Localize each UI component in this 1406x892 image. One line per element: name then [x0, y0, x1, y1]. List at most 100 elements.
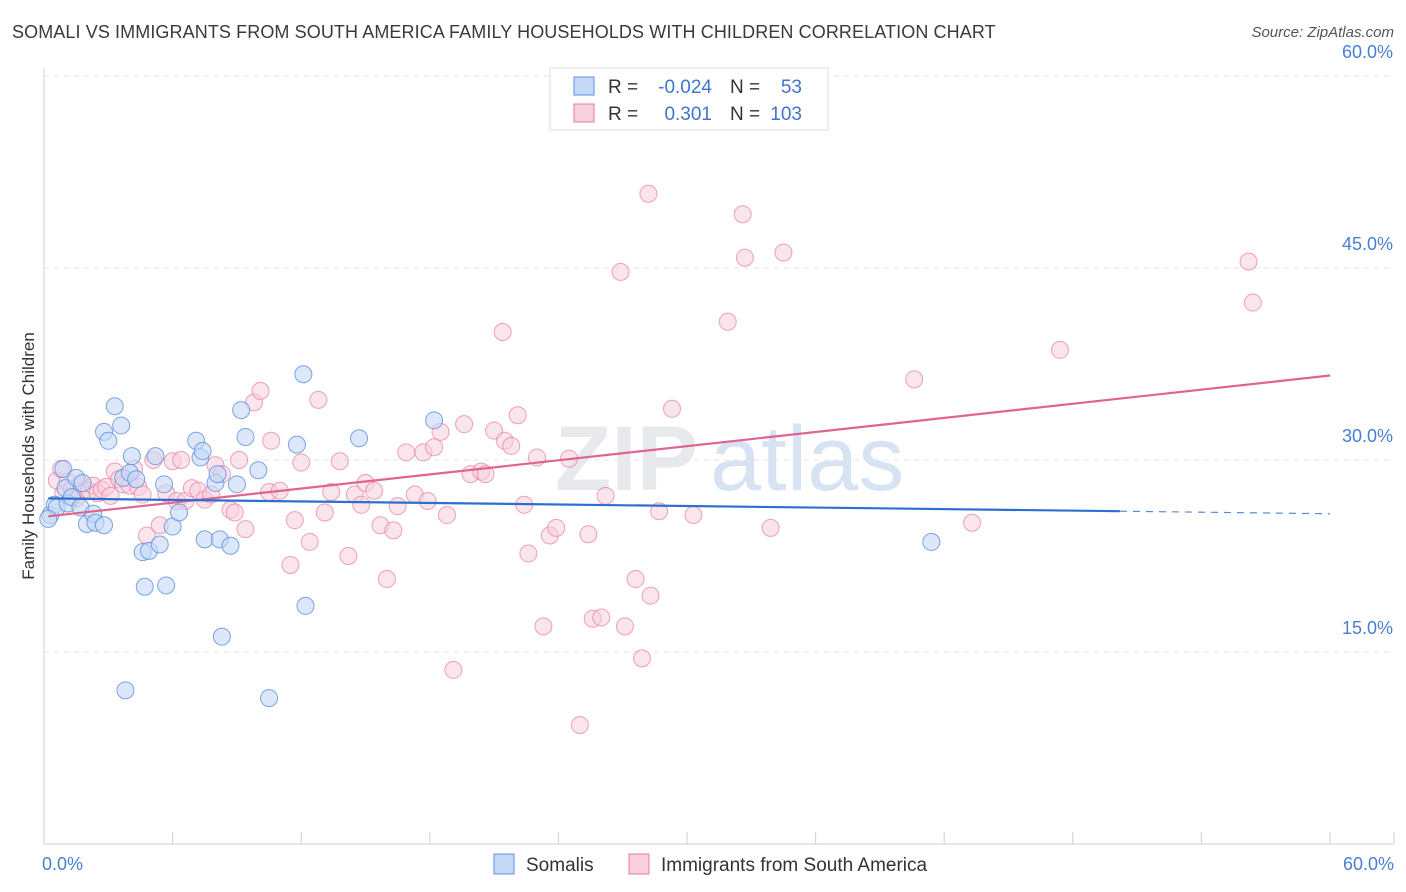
immigrants-point [322, 483, 341, 501]
immigrants-point [493, 323, 512, 341]
y-tick-label: 15.0% [1342, 618, 1393, 638]
immigrants-point [444, 660, 463, 679]
immigrants-point [455, 415, 474, 434]
immigrants-point [615, 617, 634, 636]
immigrants-point [281, 555, 300, 574]
stats-somali-n-label: N = [730, 77, 760, 98]
gridlines [44, 75, 1394, 653]
somali-point [350, 429, 369, 448]
immigrants-point [425, 438, 444, 457]
immigrants-point [365, 481, 384, 500]
stats-immigrants-swatch [573, 103, 595, 123]
y-axis-label: Family Households with Children [19, 332, 38, 580]
y-tick-label: 30.0% [1342, 426, 1393, 446]
immigrants-point [225, 503, 244, 522]
somali-point [150, 535, 169, 554]
immigrants-point [718, 312, 737, 331]
immigrants-point [309, 390, 328, 409]
immigrants-point [662, 399, 681, 418]
immigrants-point [611, 262, 630, 281]
somali-point [112, 416, 131, 435]
legend-immigrants-label: Immigrants from South America [661, 855, 928, 876]
somali-point [195, 530, 214, 549]
trend-lines [48, 374, 1331, 518]
stats-somali-r-label: R = [608, 77, 638, 98]
immigrants-point [639, 184, 658, 203]
somali-point [425, 411, 444, 430]
somali-point [287, 435, 306, 454]
somali-point [236, 427, 255, 446]
immigrants-point [251, 381, 270, 400]
somali-point [212, 627, 231, 646]
somali-point [193, 442, 212, 461]
immigrants-point [1243, 293, 1262, 312]
series-somali-points [39, 365, 941, 708]
somali-point [73, 474, 92, 493]
somali-point [105, 397, 124, 416]
immigrants-point [352, 495, 371, 514]
immigrants-point [735, 248, 754, 267]
somali-point [99, 431, 118, 450]
immigrants-point [534, 617, 553, 636]
immigrants-point [285, 511, 304, 530]
legend-somali-label: Somalis [526, 855, 594, 876]
immigrants-point [315, 503, 334, 522]
immigrants-point [1050, 340, 1069, 359]
immigrants-point [650, 502, 669, 521]
immigrants-point [397, 443, 416, 462]
immigrants-point [570, 715, 589, 734]
somali-point [95, 516, 114, 535]
somali-point [232, 401, 251, 420]
immigrants-point [330, 452, 349, 471]
somali-point [221, 536, 240, 555]
immigrants-point [300, 532, 319, 551]
immigrants-point [761, 518, 780, 537]
immigrants-point [339, 547, 358, 565]
immigrants-point [384, 521, 403, 540]
x-axis-ticks [43, 832, 1395, 844]
somali-point [208, 465, 227, 484]
y-axis-tick-labels: 15.0% 30.0% 45.0% 60.0% [1342, 42, 1393, 638]
immigrants-point [592, 608, 611, 627]
immigrants-point [172, 451, 191, 469]
somali-point [39, 509, 58, 528]
immigrants-point [519, 544, 538, 563]
immigrants-point [684, 506, 703, 525]
stats-immigrants-r-label: R = [608, 104, 638, 125]
series-immigrants-points [47, 184, 1262, 734]
somali-point [155, 475, 174, 494]
somali-point [294, 365, 313, 384]
somali-point [54, 459, 73, 478]
source-label: Source: ZipAtlas.com [1251, 24, 1394, 41]
somali-point [127, 470, 146, 489]
immigrants-point [437, 506, 456, 525]
somali-point [922, 532, 941, 551]
immigrants-point [508, 406, 527, 425]
somali-point [296, 596, 315, 615]
immigrants-point [641, 586, 660, 605]
immigrants-point [547, 518, 566, 537]
somali-trend-line [48, 497, 1120, 513]
stats-immigrants-n-label: N = [730, 104, 760, 125]
stats-somali-swatch [573, 76, 595, 96]
somali-point [146, 447, 165, 466]
immigrants-point [905, 370, 924, 389]
immigrants-point [236, 520, 255, 539]
immigrants-point [230, 451, 249, 469]
chart-title: SOMALI VS IMMIGRANTS FROM SOUTH AMERICA … [12, 22, 996, 42]
stats-somali-n-value: 53 [781, 77, 802, 98]
stats-immigrants-n-value: 103 [770, 104, 802, 125]
immigrants-point [626, 570, 645, 589]
stats-immigrants-r-value: 0.301 [664, 104, 712, 125]
x-tick-label-min: 0.0% [42, 854, 83, 874]
y-tick-label: 45.0% [1342, 234, 1393, 254]
legend-immigrants-swatch [628, 853, 650, 875]
somali-trend-extension [1119, 510, 1331, 515]
immigrants-trend-line [48, 374, 1331, 518]
x-tick-label-max: 60.0% [1343, 854, 1394, 874]
legend: Somalis Immigrants from South America [493, 853, 928, 876]
somali-point [249, 461, 268, 480]
immigrants-point [377, 570, 396, 589]
immigrants-point [262, 431, 281, 450]
immigrants-point [774, 243, 793, 262]
